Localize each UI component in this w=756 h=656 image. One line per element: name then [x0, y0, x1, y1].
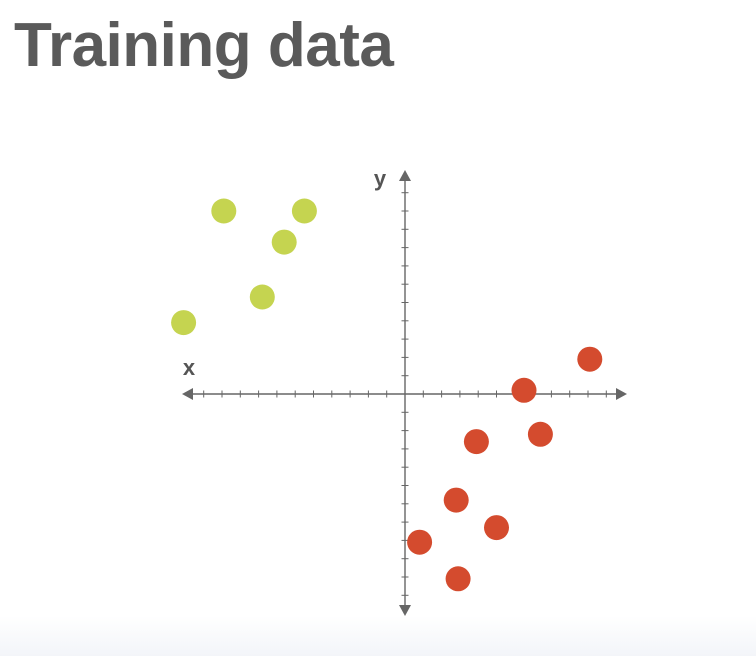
- page-title: Training data: [14, 11, 394, 80]
- data-point: [171, 310, 197, 336]
- data-point: [577, 346, 603, 372]
- data-point: [211, 198, 237, 224]
- footer-fade: [0, 616, 756, 656]
- data-point: [511, 377, 537, 403]
- y-axis-label: y: [374, 166, 387, 191]
- data-point: [484, 515, 509, 541]
- y-axis-arrow-top: [399, 170, 411, 181]
- data-point: [443, 487, 469, 513]
- x-axis-label: x: [183, 355, 196, 380]
- data-point: [291, 198, 317, 224]
- data-point: [445, 566, 471, 592]
- y-axis-arrow-bottom: [399, 605, 411, 616]
- data-point: [463, 429, 489, 455]
- data-point: [407, 529, 433, 555]
- x-axis-arrow-right: [616, 388, 627, 400]
- axes: [182, 170, 627, 616]
- data-point: [527, 421, 553, 447]
- data-point: [249, 284, 275, 310]
- x-axis-arrow-left: [182, 388, 193, 400]
- data-point: [271, 229, 297, 255]
- data-points: [171, 198, 603, 592]
